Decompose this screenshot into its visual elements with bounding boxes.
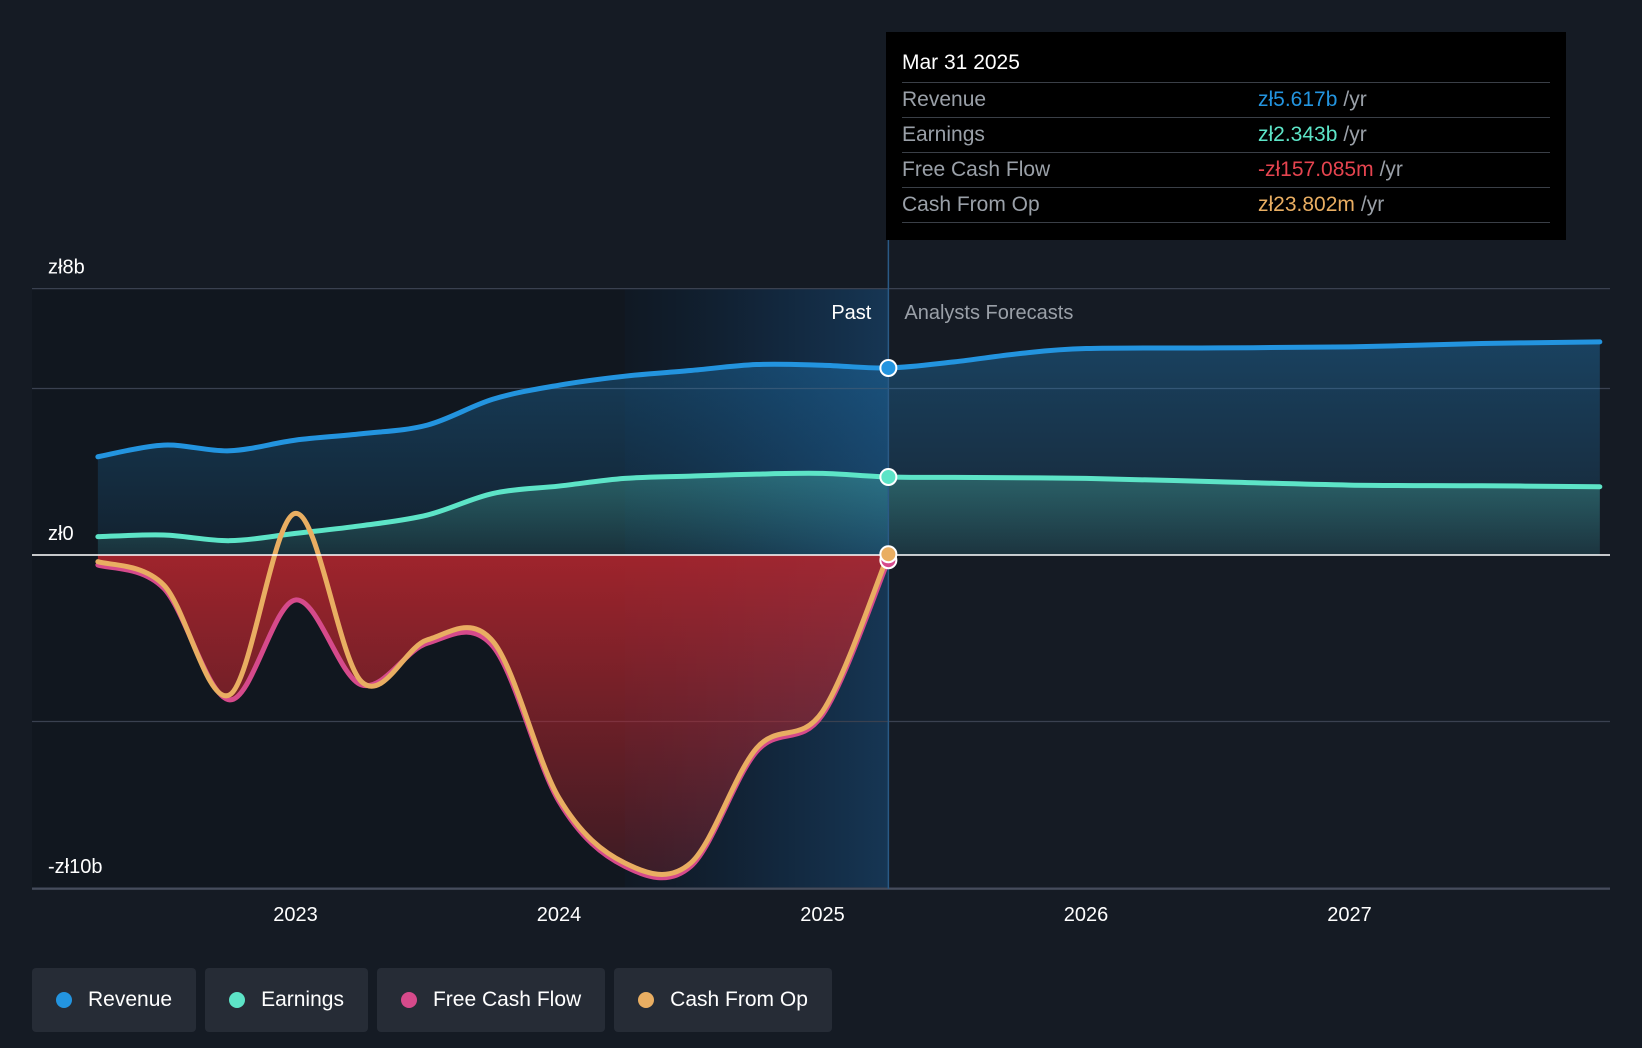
- free-cash-flow-line: [95, 557, 891, 881]
- legend-item-cash-from-op[interactable]: Cash From Op: [614, 968, 832, 1032]
- cash-from-op-marker: [879, 545, 898, 564]
- tooltip: Mar 31 2025 Revenue zł5.617b /yr Earning…: [886, 32, 1566, 240]
- legend-label: Cash From Op: [670, 988, 808, 1011]
- y-axis-label: zł0: [48, 523, 74, 545]
- legend-label: Revenue: [88, 988, 173, 1011]
- legend-item-revenue[interactable]: Revenue: [32, 968, 197, 1032]
- tooltip-label: Earnings: [902, 123, 985, 146]
- tooltip-row-free-cash-flow: Free Cash Flow -zł157.085m /yr: [902, 153, 1550, 188]
- legend-dot-icon: [229, 992, 246, 1008]
- tooltip-unit: /yr: [1343, 123, 1367, 146]
- revenue-marker: [879, 358, 898, 377]
- x-axis-tick-label: 2025: [800, 904, 845, 926]
- x-axis-tick-label: 2027: [1327, 904, 1372, 926]
- tooltip-unit: /yr: [1379, 158, 1403, 181]
- legend-dot-icon: [56, 992, 72, 1008]
- tooltip-value: -zł157.085m: [1258, 158, 1374, 181]
- earnings-line: [95, 470, 1603, 544]
- earnings-area: [97, 473, 1600, 555]
- legend-dot-icon: [638, 992, 655, 1008]
- legend-label: Earnings: [261, 988, 344, 1011]
- tooltip-row-cash-from-op: Cash From Op zł23.802m /yr: [902, 188, 1550, 223]
- tooltip-unit: /yr: [1343, 88, 1367, 111]
- x-axis-tick-label: 2023: [273, 904, 318, 926]
- past-label: Past: [831, 302, 871, 324]
- legend-item-free-cash-flow[interactable]: Free Cash Flow: [376, 968, 606, 1032]
- cash-from-op-line: [95, 510, 891, 877]
- x-axis-tick-label: 2024: [537, 904, 582, 926]
- tooltip-row-earnings: Earnings zł2.343b /yr: [902, 118, 1550, 153]
- legend-dot-icon: [400, 992, 417, 1008]
- revenue-line: [95, 339, 1603, 460]
- y-axis-label: -zł10b: [48, 856, 102, 878]
- legend: Revenue Earnings Free Cash Flow Cash Fro…: [32, 968, 832, 1032]
- legend-item-earnings[interactable]: Earnings: [205, 968, 368, 1032]
- free-cash-flow-area: [97, 555, 889, 878]
- tooltip-label: Cash From Op: [902, 193, 1040, 216]
- tooltip-date: Mar 31 2025: [902, 48, 1550, 83]
- forecast-label: Analysts Forecasts: [904, 302, 1073, 324]
- tooltip-value: zł23.802m: [1258, 193, 1355, 216]
- legend-label: Free Cash Flow: [432, 988, 582, 1011]
- y-axis-label: zł8b: [48, 257, 85, 279]
- tooltip-unit: /yr: [1360, 193, 1385, 216]
- x-axis-tick-label: 2026: [1064, 904, 1109, 926]
- tooltip-row-revenue: Revenue zł5.617b /yr: [902, 83, 1550, 118]
- tooltip-label: Revenue: [902, 88, 987, 111]
- earnings-marker: [879, 467, 898, 486]
- tooltip-value: zł5.617b: [1258, 88, 1338, 111]
- tooltip-label: Free Cash Flow: [902, 158, 1051, 181]
- tooltip-value: zł2.343b: [1258, 123, 1338, 146]
